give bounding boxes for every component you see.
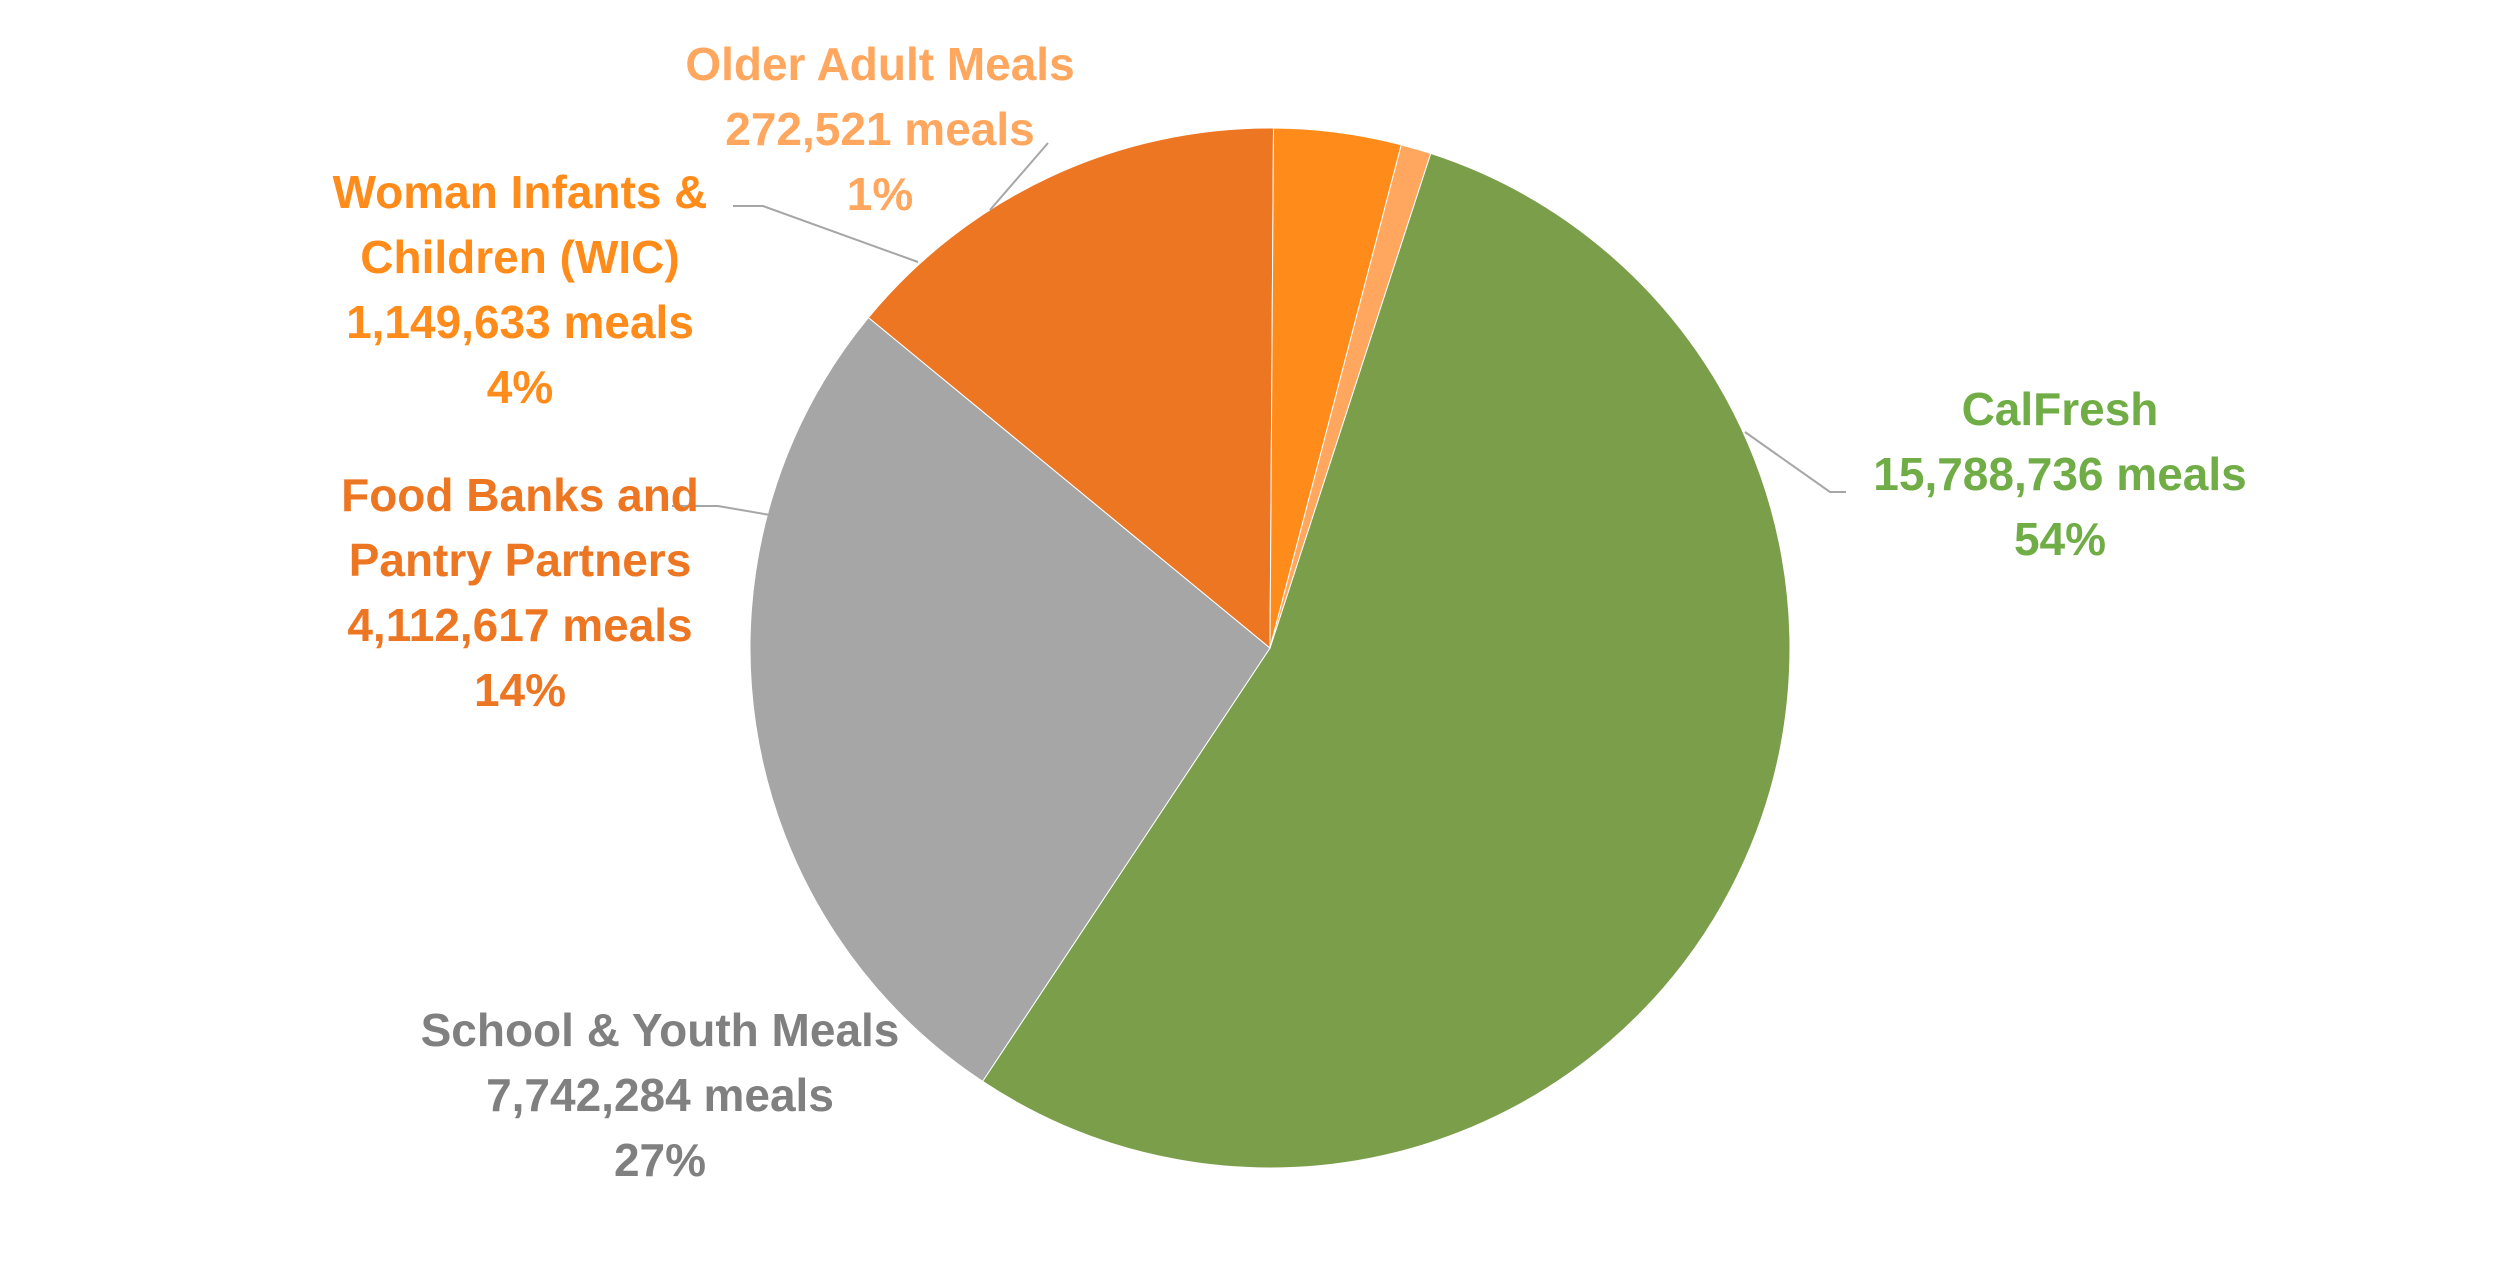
data-label-percent: 4% [486, 361, 554, 413]
data-label-value: 1,149,633 meals [346, 296, 694, 348]
data-label-name-line: Pantry Partners [348, 534, 692, 586]
data-label-value: 4,112,617 meals [347, 599, 693, 651]
data-label-name-line: Woman Infants & [332, 166, 708, 218]
data-label-school-youth-meals: School & Youth Meals 7,742,284 meals 27% [390, 998, 930, 1193]
data-label-name-line: School & Youth Meals [420, 1004, 900, 1056]
data-label-name-line: Food Banks and [341, 469, 699, 521]
data-label-percent: 27% [613, 1134, 707, 1186]
data-label-name-line: CalFresh [1961, 383, 2159, 435]
data-label-value: 272,521 meals [725, 103, 1035, 155]
pie-slice-food-banks-and-pantry-partners [867, 127, 1275, 650]
data-label-value: 7,742,284 meals [486, 1069, 834, 1121]
data-label-percent: 1% [846, 168, 914, 220]
data-label-value: 15,788,736 meals [1873, 448, 2247, 500]
data-label-calfresh: CalFresh 15,788,736 meals 54% [1850, 377, 2270, 572]
data-label-percent: 54% [2013, 513, 2107, 565]
data-label-name-line: Children (WIC) [360, 231, 680, 283]
data-label-older-adult-meals: Older Adult Meals 272,521 meals 1% [660, 32, 1100, 227]
data-label-food-banks-and-pantry-partners: Food Banks and Pantry Partners 4,112,617 m… [300, 463, 740, 723]
pie-slice-calfresh [981, 152, 1791, 1169]
pie-slice-older-adult-meals [1269, 144, 1432, 649]
leader-line-older-adult-meals [989, 142, 1049, 211]
leader-line-food-banks-and-pantry-partners [672, 505, 771, 516]
leader-line-woman-infants-children-wic [733, 205, 919, 263]
leader-line-calfresh [1744, 431, 1846, 493]
pie-slice-school-youth-meals [749, 316, 1271, 1083]
data-label-name-line: Older Adult Meals [685, 38, 1075, 90]
data-label-percent: 14% [473, 664, 567, 716]
data-label-woman-infants-children-wic: Woman Infants & Children (WIC) 1,149,633 m… [305, 160, 735, 420]
